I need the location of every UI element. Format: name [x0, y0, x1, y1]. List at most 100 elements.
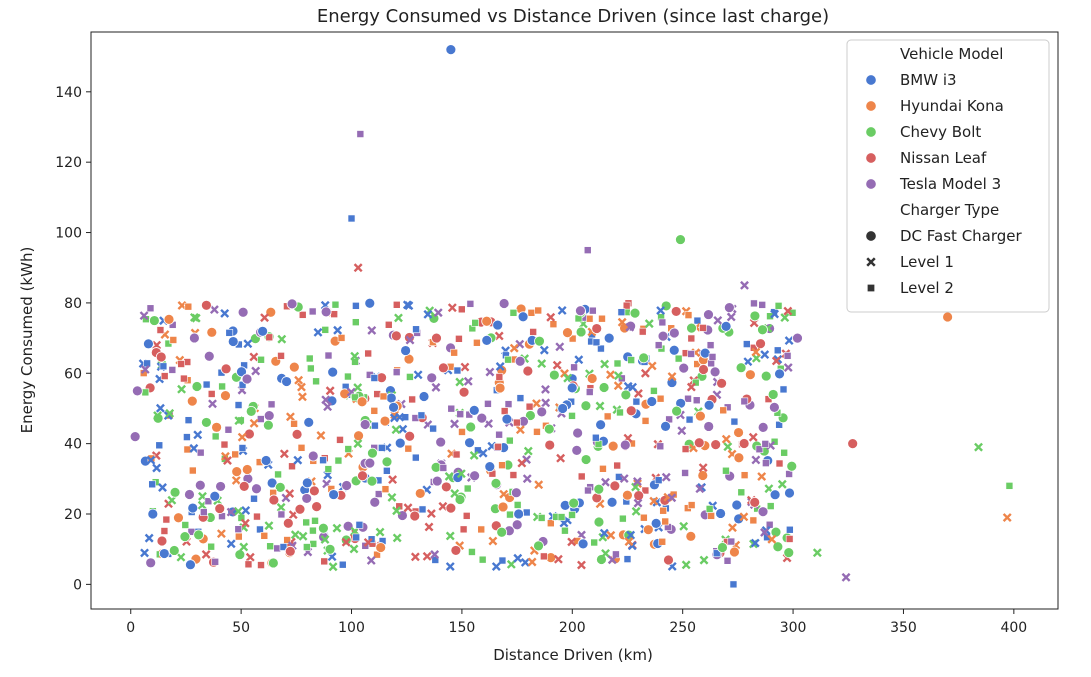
data-point: [191, 313, 201, 323]
data-point: [220, 308, 230, 318]
data-point: [231, 450, 239, 459]
data-point: [290, 419, 298, 428]
data-point: [779, 385, 788, 394]
data-point: [342, 520, 354, 532]
data-point: [294, 503, 306, 515]
data-point: [613, 461, 621, 470]
data-point: [351, 393, 359, 402]
data-point: [309, 526, 317, 535]
data-point: [456, 469, 466, 479]
data-point: [769, 489, 781, 501]
data-point: [240, 518, 250, 528]
data-point: [617, 317, 627, 327]
data-point: [707, 359, 715, 368]
data-point: [646, 396, 658, 407]
data-point: [513, 553, 523, 563]
data-point: [628, 382, 638, 392]
data-point: [464, 437, 475, 449]
data-point: [691, 378, 700, 387]
data-point: [740, 397, 749, 406]
data-point: [463, 484, 472, 493]
x-tick-label: 250: [669, 620, 696, 636]
data-point: [773, 346, 782, 355]
data-point: [504, 400, 513, 408]
data-point: [514, 355, 526, 367]
data-point: [750, 538, 760, 548]
data-point: [384, 320, 393, 329]
data-point: [145, 557, 157, 569]
data-point: [209, 305, 219, 315]
data-point: [757, 472, 767, 481]
data-point: [592, 433, 600, 442]
data-point: [430, 550, 440, 559]
data-point: [253, 512, 261, 521]
data-point: [184, 416, 193, 424]
data-point: [224, 425, 233, 434]
data-point: [786, 525, 794, 534]
data-point: [740, 471, 749, 479]
data-point: [784, 487, 795, 499]
data-point: [539, 345, 549, 355]
data-point: [239, 542, 249, 552]
data-point: [160, 527, 169, 535]
data-point: [549, 320, 558, 328]
data-point: [330, 310, 338, 318]
data-point: [257, 415, 265, 423]
data-point: [750, 299, 758, 308]
data-point: [158, 483, 167, 492]
data-point: [216, 529, 226, 539]
data-point: [285, 489, 295, 498]
data-point: [180, 374, 188, 383]
data-point: [568, 511, 576, 519]
data-point: [177, 360, 185, 368]
data-point: [433, 308, 443, 318]
data-point: [595, 401, 605, 411]
data-point: [341, 480, 352, 491]
data-point: [703, 309, 714, 320]
data-point: [640, 368, 650, 378]
data-point: [631, 482, 640, 492]
y-axis-label: Energy Consumed (kWh): [18, 247, 36, 434]
data-point: [320, 306, 332, 318]
data-point: [509, 343, 519, 353]
data-point: [211, 421, 222, 433]
data-point: [812, 548, 822, 558]
data-point: [462, 512, 471, 520]
data-point: [591, 323, 603, 334]
data-point: [733, 452, 745, 464]
data-point: [276, 502, 286, 512]
data-point: [383, 467, 391, 475]
data-point: [692, 396, 701, 405]
data-point: [663, 554, 674, 566]
data-point: [523, 446, 533, 456]
data-point: [670, 306, 682, 317]
data-point: [203, 350, 215, 362]
data-point: [298, 311, 307, 319]
legend-entry: Chevy Bolt: [900, 123, 981, 141]
data-point: [301, 477, 313, 489]
data-point: [552, 360, 562, 370]
data-point: [274, 470, 282, 479]
data-point: [233, 506, 243, 516]
data-point: [395, 502, 404, 511]
data-point: [309, 540, 318, 548]
data-point: [234, 549, 246, 560]
data-point: [942, 311, 954, 323]
data-point: [723, 556, 732, 565]
data-point: [513, 501, 522, 509]
data-point: [534, 335, 545, 347]
data-point: [460, 362, 470, 372]
data-point: [484, 400, 492, 408]
data-point: [193, 430, 203, 440]
data-point: [284, 545, 296, 557]
axes-layer: 0 50 100 150 200 250 300 350 400 0 20 40 60 80 100 120 1…: [55, 31, 1059, 636]
data-point: [350, 351, 360, 361]
data-point: [599, 465, 607, 473]
data-point: [340, 534, 352, 546]
data-point: [715, 508, 726, 519]
data-point: [341, 537, 351, 547]
data-point: [378, 444, 386, 452]
data-point: [305, 354, 314, 363]
data-point: [730, 417, 739, 426]
